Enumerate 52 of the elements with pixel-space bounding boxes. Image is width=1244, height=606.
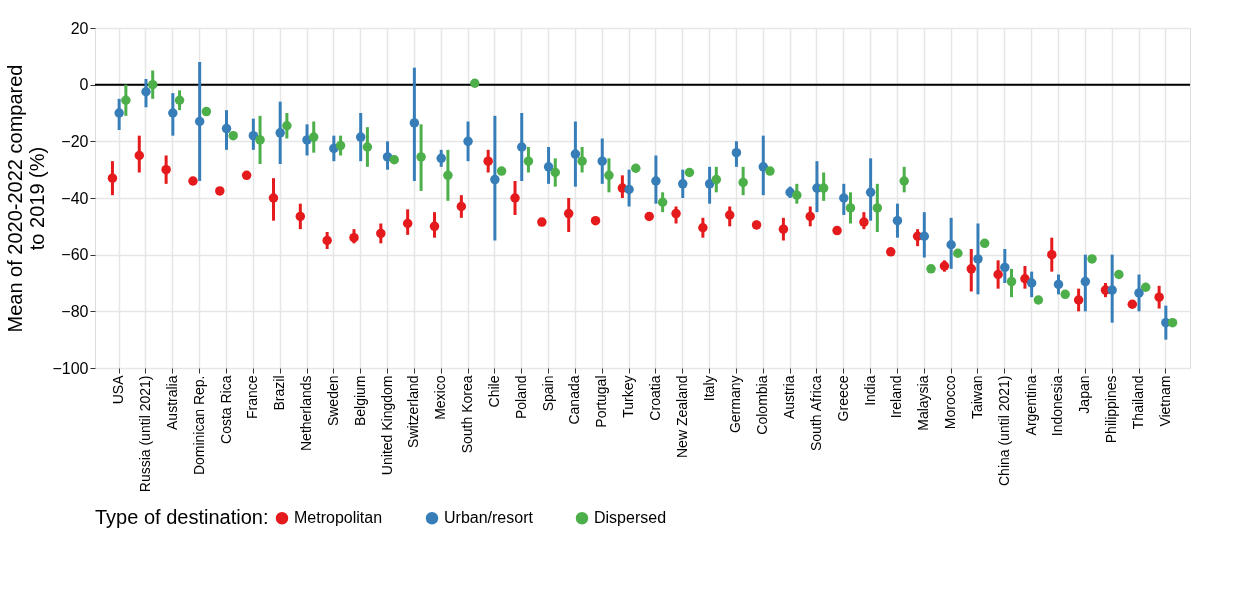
x-tick-label: Philippines <box>1103 375 1120 444</box>
x-tick-label: Brazil <box>271 375 288 411</box>
x-tick-label: Poland <box>512 375 529 420</box>
x-tick-label: Japan <box>1076 375 1093 414</box>
y-axis-title: Mean of 2020-2022 compared to 2019 (%) <box>4 64 49 333</box>
legend-label: Metropolitan <box>294 509 383 527</box>
x-tick-label: South Korea <box>459 375 476 454</box>
legend-label: Urban/resort <box>444 509 534 527</box>
x-tick-label: Vietnam <box>1156 375 1173 427</box>
x-tick-label: Chile <box>485 375 502 408</box>
x-tick-label: Thailand <box>1130 375 1147 430</box>
x-tick-label: Australia <box>163 375 180 430</box>
x-tick-label: Germany <box>727 375 744 434</box>
x-tick-label: Sweden <box>324 375 341 427</box>
x-tick-label: China (until 2021) <box>995 375 1012 487</box>
y-tick-label: 20 <box>70 19 89 37</box>
x-tick-label: Argentina <box>1022 375 1039 436</box>
y-tick-label: −80 <box>61 302 89 320</box>
x-tick-label: France <box>244 375 261 420</box>
x-tick-label: Belgium <box>351 375 368 427</box>
x-tick-label: Spain <box>539 375 556 412</box>
x-tick-label: Dominican Rep. <box>190 375 207 476</box>
y-tick-label: −20 <box>61 132 89 150</box>
x-tick-label: South Africa <box>807 375 824 451</box>
x-tick-label: Canada <box>566 375 583 425</box>
x-tick-label: Austria <box>781 375 798 420</box>
x-tick-label: Ireland <box>888 375 905 419</box>
x-tick-label: Italy <box>700 375 717 402</box>
x-tick-label: Netherlands <box>298 375 315 451</box>
y-tick-label: −100 <box>52 359 89 377</box>
x-tick-label: Colombia <box>754 375 771 435</box>
x-tick-label: USA <box>110 374 127 405</box>
y-tick-label: −40 <box>61 189 89 207</box>
legend-label: Dispersed <box>594 509 667 527</box>
x-tick-label: New Zealand <box>673 375 690 458</box>
x-tick-label: Morocco <box>942 375 959 430</box>
x-tick-label: Portugal <box>593 375 610 428</box>
x-tick-label: Taiwan <box>968 375 985 420</box>
x-tick-label: United Kingdom <box>378 375 395 476</box>
x-tick-label: Costa Rica <box>217 375 234 444</box>
legend-title: Type of destination: <box>95 506 269 528</box>
y-tick-label: 0 <box>79 76 89 94</box>
x-tick-label: Turkey <box>620 375 637 418</box>
y-tick-label: −60 <box>61 246 89 264</box>
x-tick-label: Malaysia <box>915 375 932 431</box>
x-tick-label: Greece <box>834 375 851 422</box>
x-tick-label: Russia (until 2021) <box>136 375 153 493</box>
x-tick-label: Indonesia <box>1049 375 1066 437</box>
x-tick-label: Mexico <box>432 375 449 420</box>
x-tick-label: India <box>861 375 878 406</box>
x-tick-label: Switzerland <box>405 375 422 448</box>
x-tick-label: Croatia <box>646 375 663 421</box>
